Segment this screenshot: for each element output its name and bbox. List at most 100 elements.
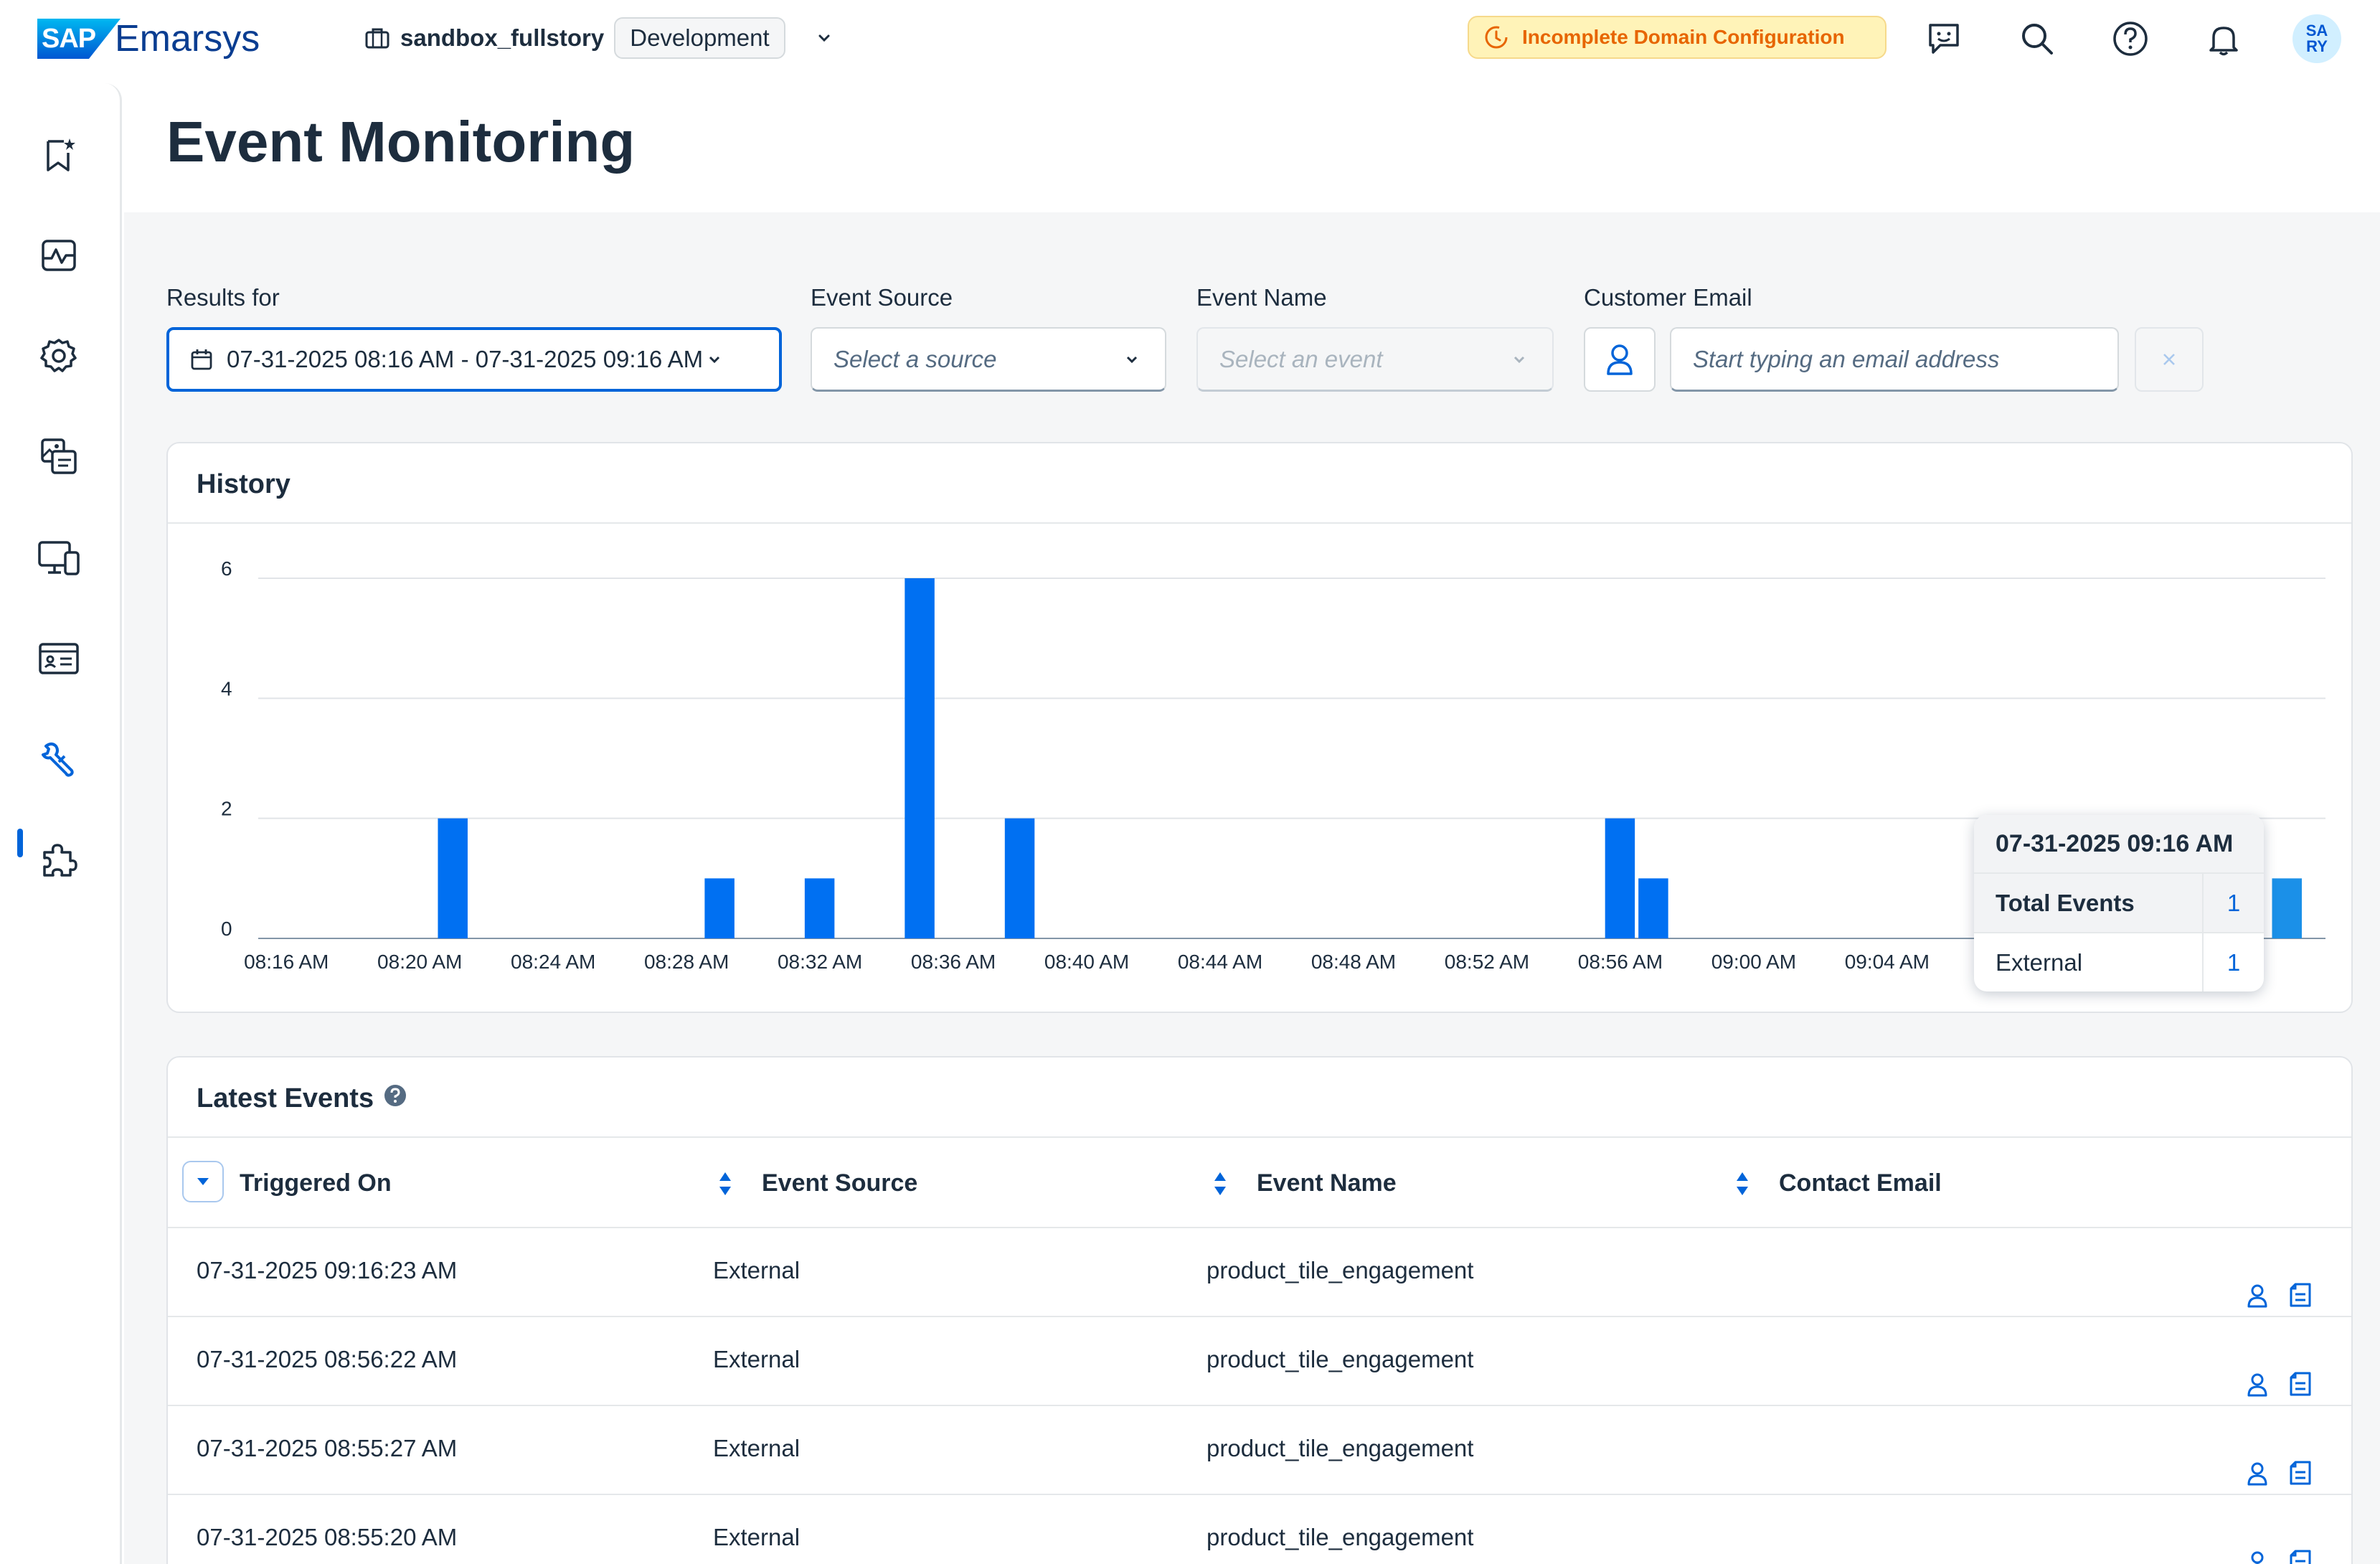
- event-name-label: Event Name: [1196, 284, 1327, 311]
- help-circle-icon[interactable]: [384, 1084, 407, 1107]
- triggered-on-cell: 07-31-2025 08:56:22 AM: [197, 1346, 458, 1372]
- triggered-on-cell: 07-31-2025 08:55:20 AM: [197, 1524, 458, 1550]
- latest-events-header: Latest Events: [168, 1057, 2351, 1138]
- plugin-icon[interactable]: [34, 835, 83, 884]
- column-header-event-source[interactable]: Event Source: [762, 1169, 918, 1197]
- x-tick-label: 08:40 AM: [1044, 951, 1129, 973]
- x-tick-label: 08:52 AM: [1445, 951, 1529, 973]
- customer-email-input[interactable]: Start typing an email address: [1670, 327, 2119, 392]
- x-tick-label: 08:44 AM: [1178, 951, 1262, 973]
- tooltip-total-row: Total Events 1: [1974, 872, 2264, 932]
- notifications-bell-icon[interactable]: [2204, 19, 2244, 59]
- tooltip-source-label: External: [1996, 948, 2083, 976]
- chart-tooltip: 07-31-2025 09:16 AM Total Events 1 Exter…: [1974, 815, 2264, 991]
- tooltip-source-row: External 1: [1974, 932, 2264, 991]
- history-card-header: History: [168, 443, 2351, 524]
- event-source-label: Event Source: [811, 284, 953, 311]
- chevron-down-icon: [709, 356, 720, 364]
- briefcase-icon: [365, 28, 389, 49]
- view-contact-icon[interactable]: [2245, 1283, 2270, 1309]
- tooltip-total-label: Total Events: [1996, 889, 2135, 916]
- triggered-on-cell: 07-31-2025 09:16:23 AM: [197, 1257, 458, 1283]
- event-name-cell: product_tile_engagement: [1206, 1524, 1474, 1550]
- chart-bar: [704, 878, 735, 938]
- chart-bar: [1605, 818, 1635, 938]
- history-title: History: [197, 469, 291, 499]
- view-contact-icon[interactable]: [2245, 1461, 2270, 1487]
- contact-lookup-button[interactable]: [1584, 327, 1656, 392]
- event-source-placeholder: Select a source: [834, 345, 997, 372]
- brand-logo[interactable]: SAP Emarsys: [37, 17, 260, 60]
- table-row[interactable]: 07-31-2025 08:55:20 AM External product_…: [168, 1494, 2351, 1564]
- column-header-contact-email[interactable]: Contact Email: [1779, 1169, 1942, 1197]
- chart-bar: [438, 818, 468, 938]
- chart-bar: [1638, 878, 1668, 938]
- tooltip-time: 07-31-2025 09:16 AM: [1974, 815, 2264, 872]
- table-row[interactable]: 07-31-2025 09:16:23 AM External product_…: [168, 1227, 2351, 1316]
- clear-email-button[interactable]: [2135, 327, 2204, 392]
- sap-logo-badge: SAP: [37, 19, 121, 59]
- content-media-icon[interactable]: [34, 432, 83, 481]
- sort-icon[interactable]: [714, 1169, 736, 1198]
- latest-events-title: Latest Events: [197, 1083, 374, 1113]
- workspace-name: sandbox_fullstory: [400, 24, 605, 51]
- chart-bar: [1004, 818, 1035, 938]
- caret-down-icon: [197, 1178, 209, 1185]
- domain-warning-badge[interactable]: Incomplete Domain Configuration: [1468, 16, 1886, 59]
- x-tick-label: 08:24 AM: [511, 951, 595, 973]
- x-tick-label: 08:56 AM: [1578, 951, 1663, 973]
- view-contact-icon[interactable]: [2245, 1550, 2270, 1564]
- contacts-card-icon[interactable]: [34, 634, 83, 683]
- sort-descending-button[interactable]: [182, 1161, 224, 1202]
- view-contact-icon[interactable]: [2245, 1372, 2270, 1398]
- event-details-icon[interactable]: [2288, 1459, 2313, 1487]
- bookmark-star-icon[interactable]: [34, 131, 83, 179]
- event-source-cell: External: [713, 1435, 801, 1461]
- clock-warning-icon: [1485, 26, 1508, 49]
- x-tick-label: 08:48 AM: [1311, 951, 1396, 973]
- brand-name: Emarsys: [115, 18, 260, 60]
- y-tick-label: 6: [221, 557, 232, 580]
- date-range-picker[interactable]: 07-31-2025 08:16 AM - 07-31-2025 09:16 A…: [166, 327, 782, 392]
- chevron-down-icon[interactable]: [814, 28, 834, 48]
- feedback-chat-icon[interactable]: [1924, 19, 1964, 59]
- tooltip-total-value: 1: [2202, 874, 2264, 932]
- tools-icon[interactable]: [34, 735, 83, 783]
- x-tick-label: 08:20 AM: [377, 951, 462, 973]
- event-details-icon[interactable]: [2288, 1281, 2313, 1309]
- x-tick-label: 09:00 AM: [1711, 951, 1796, 973]
- search-icon[interactable]: [2017, 19, 2057, 59]
- event-name-cell: product_tile_engagement: [1206, 1257, 1474, 1283]
- x-tick-label: 09:04 AM: [1845, 951, 1930, 973]
- event-source-select[interactable]: Select a source: [811, 327, 1166, 392]
- settings-icon[interactable]: [34, 331, 83, 380]
- date-range-value: 07-31-2025 08:16 AM - 07-31-2025 09:16 A…: [227, 346, 704, 372]
- analytics-icon[interactable]: [34, 231, 83, 280]
- tooltip-source-value: 1: [2202, 933, 2264, 991]
- event-details-icon[interactable]: [2288, 1370, 2313, 1398]
- event-details-icon[interactable]: [2288, 1548, 2313, 1564]
- devices-icon[interactable]: [34, 534, 83, 583]
- user-avatar[interactable]: SA RY: [2292, 14, 2341, 63]
- sort-icon[interactable]: [1209, 1169, 1231, 1198]
- event-source-cell: External: [713, 1524, 801, 1550]
- x-tick-label: 08:16 AM: [244, 951, 329, 973]
- help-icon[interactable]: [2110, 19, 2150, 59]
- sort-icon[interactable]: [1732, 1169, 1753, 1198]
- customer-email-placeholder: Start typing an email address: [1693, 345, 2000, 372]
- chart-bar: [2272, 878, 2302, 938]
- event-name-cell: product_tile_engagement: [1206, 1346, 1474, 1372]
- table-row[interactable]: 07-31-2025 08:55:27 AM External product_…: [168, 1405, 2351, 1494]
- avatar-initials-top: SA: [2305, 22, 2328, 39]
- results-for-label: Results for: [166, 284, 280, 311]
- top-bar: SAP Emarsys sandbox_fullstory Developmen…: [0, 0, 2380, 77]
- y-tick-label: 4: [221, 677, 232, 699]
- workspace-switcher[interactable]: sandbox_fullstory Development: [364, 17, 834, 59]
- column-header-event-name[interactable]: Event Name: [1257, 1169, 1397, 1197]
- latest-events-card: Latest Events 07-31-2025 09:16:23 AM Ext…: [166, 1056, 2353, 1564]
- x-tick-label: 08:32 AM: [778, 951, 862, 973]
- column-header-triggered-on[interactable]: Triggered On: [240, 1169, 392, 1197]
- event-name-select[interactable]: Select an event: [1196, 327, 1554, 392]
- calendar-icon: [191, 349, 212, 370]
- table-row[interactable]: 07-31-2025 08:56:22 AM External product_…: [168, 1316, 2351, 1405]
